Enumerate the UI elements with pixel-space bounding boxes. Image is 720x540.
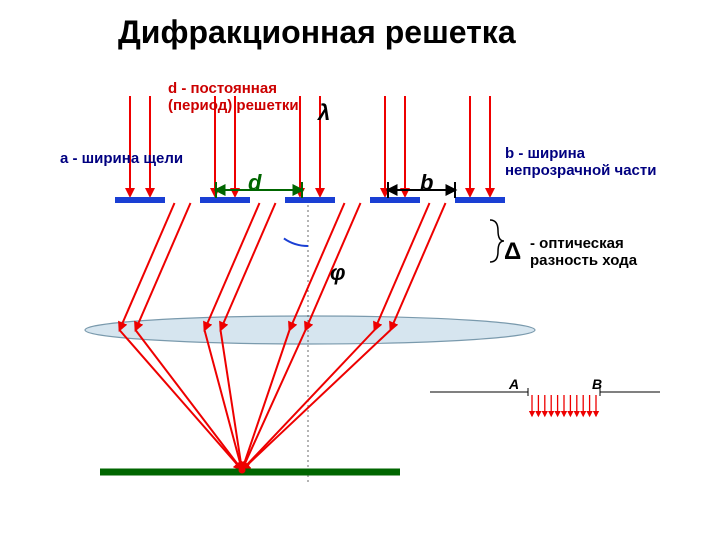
label-delta-definition: - оптическая разность хода [530, 235, 637, 269]
label-d-dimension: d [248, 170, 261, 196]
diagram-canvas [0, 0, 720, 540]
diagram-title: Дифракционная решетка [118, 14, 516, 51]
label-a-definition: а - ширина щели [60, 150, 183, 167]
label-b-definition: b - ширина непрозрачной части [505, 145, 656, 179]
label-lambda: λ [318, 100, 330, 126]
label-A: A [509, 376, 519, 392]
label-B: B [592, 376, 602, 392]
label-d-definition: d - постоянная (период) решетки [168, 80, 299, 114]
label-Delta: Δ [504, 238, 521, 266]
label-phi: φ [330, 260, 345, 286]
label-b-dimension: b [420, 170, 433, 196]
